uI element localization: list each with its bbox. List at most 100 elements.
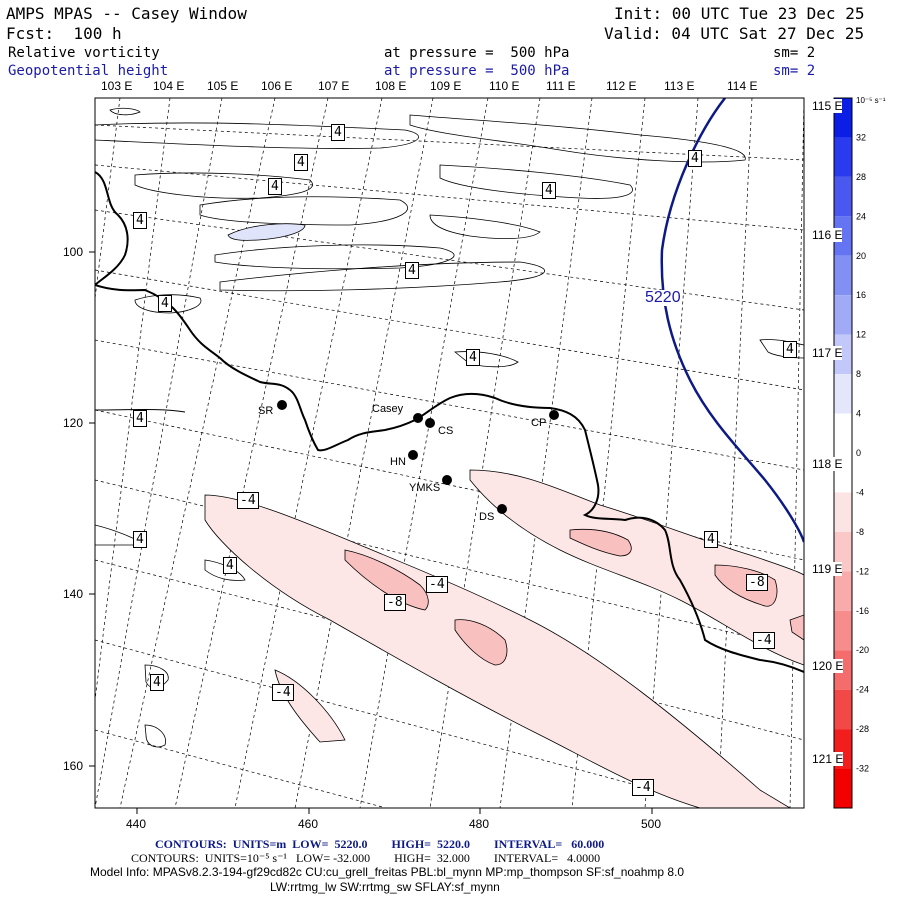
colorbar-tick-label: -32 — [856, 764, 869, 774]
colorbar-tick-label: -4 — [856, 487, 864, 497]
lon-label: 111 E — [546, 79, 576, 93]
colorbar-swatch — [834, 334, 852, 375]
height-contour-label: 5220 — [645, 289, 681, 306]
lon-label: 106 E — [261, 79, 293, 93]
colorbar-units: 10⁻⁵ s⁻¹ — [856, 96, 886, 105]
colorbar-tick-label: 0 — [856, 448, 861, 458]
vort-contour-label: 4 — [223, 557, 237, 574]
lon-label-right: 118 E — [812, 457, 843, 471]
colorbar-swatch — [834, 610, 852, 651]
lon-label-right: 119 E — [812, 562, 843, 576]
station-label: HN — [390, 456, 406, 468]
colorbar-swatch — [834, 571, 852, 611]
field1-pressure: at pressure = 500 hPa — [384, 45, 570, 61]
vort-contour-label: 4 — [783, 341, 797, 358]
lon-label: 108 E — [375, 79, 407, 93]
lon-label-right: 116 E — [812, 228, 843, 242]
field2-pressure: at pressure = 500 hPa — [384, 63, 570, 79]
colorbar-tick-label: 12 — [856, 330, 866, 340]
colorbar-tick-label: 28 — [856, 172, 866, 182]
y-tick-label: 140 — [63, 587, 84, 601]
vort-contour-label: -8 — [384, 594, 406, 611]
colorbar-tick-label: -24 — [856, 685, 869, 695]
vort-contour-label: 4 — [268, 178, 282, 195]
height-contour-info: CONTOURS: UNITS=m LOW= 5220.0 HIGH= 5220… — [155, 837, 605, 851]
colorbar-swatch — [834, 531, 852, 572]
station-label: DS — [479, 511, 495, 523]
lon-label: 103 E — [101, 79, 133, 93]
geopotential-contour-5220 — [660, 98, 804, 543]
vort-contour-label: 4 — [133, 531, 147, 548]
lon-label-right: 115 E — [812, 99, 843, 113]
coastline — [95, 171, 804, 673]
valid-time: Valid: 04 UTC Sat 27 Dec 25 — [604, 24, 865, 43]
vort-contour-label: 4 — [158, 295, 172, 312]
vort-contour-label: 4 — [466, 349, 480, 366]
lon-label-right: 120 E — [812, 659, 844, 673]
lon-label: 110 E — [489, 79, 520, 93]
vorticity-contour-info: CONTOURS: UNITS=10⁻⁵ s⁻¹ LOW= -32.000 HI… — [131, 851, 601, 865]
station-label: CP — [531, 417, 547, 429]
lon-label: 105 E — [207, 79, 239, 93]
vort-contour-label: -4 — [272, 684, 294, 701]
y-tick-label: 120 — [63, 416, 84, 430]
field2-name: Geopotential height — [8, 63, 169, 79]
field2-sm: sm= 2 — [773, 63, 816, 79]
field1-name: Relative vorticity — [8, 45, 160, 61]
lon-label: 114 E — [727, 79, 758, 93]
station-label: YMKS — [409, 482, 441, 494]
y-tick-label: 160 — [63, 759, 84, 773]
plot-title: AMPS MPAS -- Casey Window — [6, 4, 247, 23]
colorbar-tick-label: 20 — [856, 251, 866, 261]
colorbar-swatch — [834, 137, 852, 177]
lon-label: 113 E — [664, 79, 695, 93]
vort-contour-label: -4 — [237, 492, 259, 509]
vort-contour-label: -8 — [746, 574, 768, 591]
y-tick-label: 100 — [63, 245, 84, 259]
vort-contour-label: -4 — [753, 632, 775, 649]
colorbar-tick-label: 4 — [856, 409, 861, 419]
field1-sm: sm= 2 — [773, 45, 816, 61]
x-tick-label: 500 — [641, 817, 662, 831]
lon-label: 112 E — [606, 79, 637, 93]
station-label: SR — [258, 405, 274, 417]
colorbar-tick-label: 16 — [856, 290, 866, 300]
vort-contour-label: 4 — [133, 410, 147, 427]
colorbar-swatch — [834, 176, 852, 217]
init-time: Init: 00 UTC Tue 23 Dec 25 — [614, 4, 865, 23]
vort-contour-label: -4 — [426, 576, 448, 593]
vort-contour-label: 4 — [688, 150, 702, 167]
lon-label-right: 121 E — [812, 752, 844, 766]
colorbar-tick-label: -12 — [856, 566, 869, 576]
lon-label: 107 E — [318, 79, 350, 93]
x-tick-label: 440 — [126, 817, 147, 831]
vort-contour-label: -4 — [632, 779, 654, 796]
vort-contour-label: 4 — [542, 182, 556, 199]
positive-vorticity-fill — [227, 223, 306, 241]
vort-contour-label: 4 — [704, 531, 718, 548]
forecast-hour: Fcst: 100 h — [6, 24, 122, 43]
vort-contour-label: 4 — [405, 262, 419, 279]
colorbar-tick-label: 24 — [856, 211, 866, 221]
vort-contour-label: 4 — [150, 674, 164, 691]
station-markers — [277, 400, 559, 514]
vort-contour-label: 4 — [331, 124, 345, 141]
colorbar-swatch — [834, 216, 852, 256]
colorbar-swatch — [834, 374, 852, 414]
colorbar-swatch — [834, 492, 852, 532]
colorbar-tick-label: 8 — [856, 369, 861, 379]
colorbar-tick-label: -20 — [856, 645, 869, 655]
colorbar-swatch — [834, 768, 852, 808]
colorbar: 32 28 24 20 16 12 8 4 0 -4 -8 -12 -16 -20 -24 -28 -32 — [833, 97, 869, 809]
lon-label: 104 E — [153, 79, 185, 93]
station-label: Casey — [372, 403, 404, 415]
colorbar-tick-label: -8 — [856, 527, 864, 537]
vort-contour-label: 4 — [133, 212, 147, 229]
colorbar-tick-label: -28 — [856, 724, 869, 734]
colorbar-swatch — [834, 255, 852, 296]
colorbar-swatch — [834, 689, 852, 730]
station-label: CS — [438, 425, 454, 437]
lon-label: 109 E — [430, 79, 462, 93]
model-info-line2: LW:rrtmg_lw SW:rrtmg_sw SFLAY:sf_mynn — [270, 880, 500, 894]
